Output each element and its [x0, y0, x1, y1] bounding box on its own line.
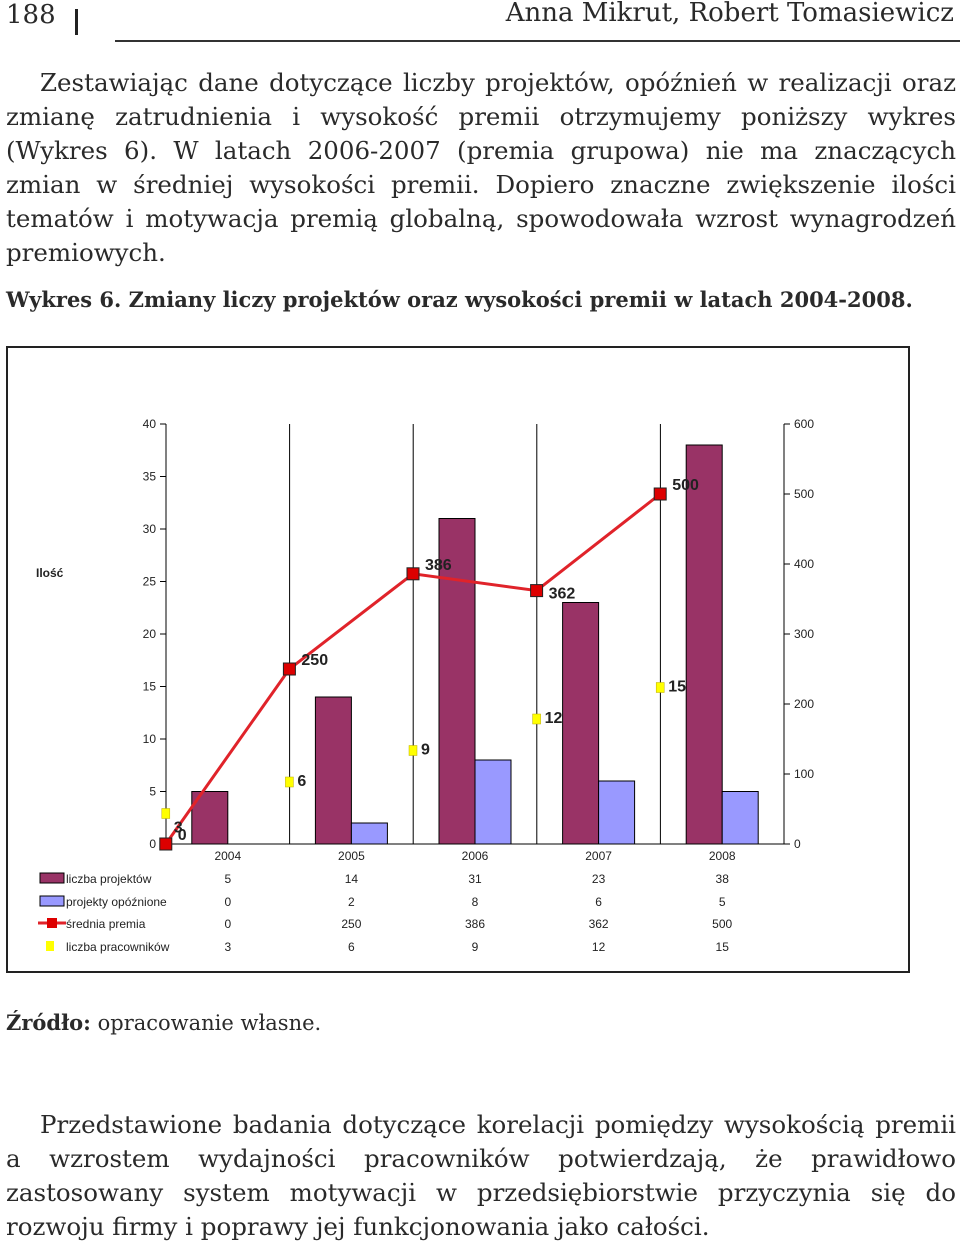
y-tick-label: 20: [143, 627, 157, 641]
page-number: 188: [6, 0, 56, 30]
y-tick-label: 10: [143, 732, 157, 746]
x-tick-label: 2005: [338, 849, 365, 863]
data-label-liczba-pracownikow: 9: [421, 742, 430, 759]
marker-liczba-pracownikow: [655, 682, 665, 693]
x-tick-label: 2008: [709, 849, 736, 863]
table-cell: 6: [348, 940, 355, 954]
bar-projekty-opoznione: [598, 780, 636, 845]
y-tick-label: 30: [143, 522, 157, 536]
data-label-liczba-pracownikow: 12: [545, 710, 563, 727]
y-axis-title: Ilość: [36, 566, 64, 580]
running-head-authors: Anna Mikrut, Robert Tomasiewicz: [505, 0, 954, 28]
table-cell: 500: [712, 917, 732, 931]
table-cell: 38: [716, 872, 730, 886]
y-tick-label: 25: [143, 575, 157, 589]
legend-swatch: [39, 895, 65, 907]
legend-label: projekty opóźnione: [66, 895, 167, 909]
source-text: opracowanie własne.: [90, 1011, 322, 1035]
bar-projekty-opoznione: [474, 759, 512, 845]
data-label-liczba-pracownikow: 15: [668, 679, 686, 696]
table-cell: 0: [224, 917, 231, 931]
conclusion-paragraph: Przedstawione badania dotyczące korelacj…: [6, 1110, 956, 1241]
data-label-liczba-pracownikow: 6: [297, 773, 306, 790]
marker-srednia-premia: [653, 487, 667, 501]
data-label-liczba-pracownikow: 3: [174, 820, 183, 837]
table-cell: 2: [348, 895, 355, 909]
table-cell: 6: [595, 895, 602, 909]
marker-srednia-premia: [159, 837, 173, 851]
combo-chart: 05101520253035400100200300400500600Ilość…: [36, 417, 814, 954]
data-label-srednia-premia: 500: [672, 477, 699, 494]
x-tick-label: 2006: [462, 849, 489, 863]
figure-caption: Wykres 6. Zmiany liczy projektów oraz wy…: [6, 287, 913, 312]
bar-projekty-opoznione: [721, 791, 759, 845]
table-cell: 0: [224, 895, 231, 909]
bar-liczba-projektow: [314, 696, 352, 845]
legend-label: liczba pracowników: [66, 940, 170, 954]
table-cell: 12: [592, 940, 606, 954]
table-cell: 5: [719, 895, 726, 909]
data-label-srednia-premia: 386: [425, 557, 452, 574]
y2-tick-label: 100: [794, 767, 814, 781]
header-rule: [115, 40, 960, 42]
source-note: Źródło: opracowanie własne.: [6, 1010, 321, 1035]
y2-tick-label: 0: [794, 837, 801, 851]
table-cell: 15: [716, 940, 730, 954]
source-label: Źródło:: [6, 1010, 91, 1035]
marker-srednia-premia: [282, 662, 296, 676]
table-cell: 14: [345, 872, 359, 886]
table-cell: 362: [589, 917, 609, 931]
y2-tick-label: 400: [794, 557, 814, 571]
data-label-srednia-premia: 362: [549, 586, 576, 603]
bar-liczba-projektow: [438, 518, 476, 845]
x-tick-label: 2004: [214, 849, 241, 863]
bar-liczba-projektow: [562, 602, 600, 845]
bar-projekty-opoznione: [350, 822, 388, 845]
table-cell: 386: [465, 917, 485, 931]
table-cell: 3: [224, 940, 231, 954]
marker-liczba-pracownikow: [408, 745, 418, 756]
table-cell: 31: [468, 872, 482, 886]
data-label-srednia-premia: 250: [301, 652, 328, 669]
table-cell: 8: [472, 895, 479, 909]
y-tick-label: 40: [143, 417, 157, 431]
bar-liczba-projektow: [685, 444, 723, 845]
y2-tick-label: 200: [794, 697, 814, 711]
table-cell: 250: [341, 917, 361, 931]
marker-liczba-pracownikow: [285, 776, 294, 788]
y2-tick-label: 600: [794, 417, 814, 431]
y-tick-label: 35: [143, 470, 157, 484]
y-tick-label: 5: [149, 785, 156, 799]
marker-srednia-premia: [406, 567, 420, 581]
chart-frame: 0 5 10 15 20 25 30 35 40 0 100 200 300 400 500 600 Ilość…: [6, 346, 910, 973]
intro-paragraph: Zestawiając dane dotyczące liczby projek…: [6, 68, 956, 267]
data-label-srednia-premia: 0: [178, 827, 187, 844]
table-cell: 5: [224, 872, 231, 886]
header-separator: [75, 9, 78, 35]
legend-label: średnia premia: [66, 917, 146, 931]
legend-swatch: [39, 872, 65, 884]
x-tick-label: 2007: [585, 849, 612, 863]
legend-label: liczba projektów: [66, 872, 152, 886]
table-cell: 23: [592, 872, 606, 886]
marker-srednia-premia: [530, 584, 544, 598]
marker-liczba-pracownikow: [161, 808, 171, 819]
y2-tick-label: 500: [794, 487, 814, 501]
legend-swatch: [47, 918, 57, 928]
legend-swatch: [46, 941, 54, 951]
y-tick-label: 15: [143, 680, 157, 694]
table-cell: 9: [472, 940, 479, 954]
marker-liczba-pracownikow: [532, 713, 541, 725]
y2-tick-label: 300: [794, 627, 814, 641]
y-tick-label: 0: [149, 837, 156, 851]
